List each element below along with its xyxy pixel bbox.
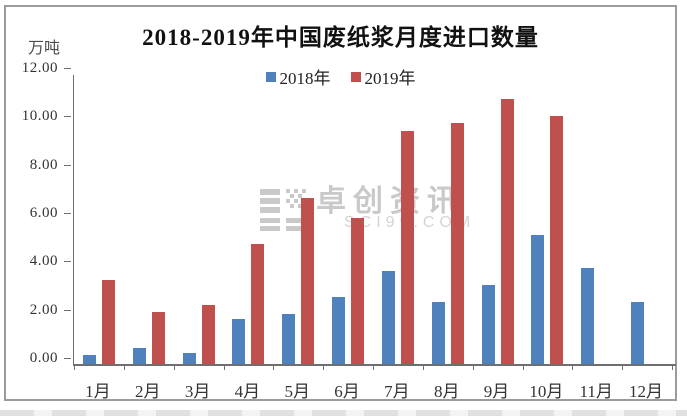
y-axis-tick bbox=[64, 164, 71, 166]
x-axis-label-5月: 5月 bbox=[284, 382, 310, 401]
bar-2018年-7月 bbox=[381, 270, 395, 365]
bar-group-5月 bbox=[273, 75, 323, 365]
y-axis-tick bbox=[64, 261, 71, 263]
bar-2019年-4月 bbox=[251, 244, 265, 365]
bar-group-1月 bbox=[74, 75, 124, 365]
x-axis-tick bbox=[622, 365, 624, 370]
y-axis-tick-label: 12.00 bbox=[21, 60, 58, 76]
x-axis-tick bbox=[123, 365, 125, 370]
bar-2018年-1月 bbox=[82, 355, 96, 365]
x-axis-tick bbox=[323, 365, 325, 370]
y-axis-tick-label: 4.00 bbox=[29, 253, 58, 270]
y-axis-tick-label: 0.00 bbox=[29, 350, 58, 366]
plot-area bbox=[73, 75, 676, 370]
x-axis-line bbox=[73, 364, 676, 366]
legend-swatch-icon bbox=[350, 71, 361, 82]
bar-2018年-5月 bbox=[282, 314, 296, 365]
y-axis-tick-label: 10.00 bbox=[21, 108, 58, 125]
y-axis-tick bbox=[64, 68, 71, 69]
bar-2019年-3月 bbox=[201, 304, 215, 365]
legend-swatch-icon bbox=[265, 71, 276, 82]
x-axis-label-9月: 9月 bbox=[483, 382, 510, 401]
bar-2019年-8月 bbox=[450, 123, 464, 365]
x-axis-tick bbox=[472, 365, 474, 370]
legend-item-2019年: 2019年 bbox=[350, 64, 416, 89]
y-axis-tick bbox=[64, 116, 71, 118]
x-axis-tick bbox=[422, 365, 424, 370]
chart-frame: 2018-2019年中国废纸浆月度进口数量 万吨 2018年 2019年 12.0… bbox=[4, 5, 677, 401]
x-axis-tick bbox=[672, 365, 673, 370]
legend-label: 2018年 bbox=[279, 69, 331, 88]
y-axis-tick-label: 6.00 bbox=[29, 205, 58, 221]
bar-2018年-12月 bbox=[631, 302, 645, 365]
x-axis-labels: 1月 2月 3月 4月 5月 6月 7月 8月 9月 10月 11月 12月 bbox=[73, 371, 671, 402]
x-axis-label-7月: 7月 bbox=[384, 382, 410, 401]
y-axis-tick-label: 8.00 bbox=[29, 156, 58, 173]
x-axis-tick bbox=[273, 365, 275, 370]
bar-group-6月 bbox=[323, 75, 373, 365]
bar-group-2月 bbox=[124, 75, 174, 365]
x-axis-tick bbox=[522, 365, 524, 370]
x-axis-tick bbox=[223, 365, 225, 370]
x-axis-tick bbox=[572, 365, 574, 370]
bar-2018年-8月 bbox=[431, 302, 445, 365]
x-axis-label-2月: 2月 bbox=[134, 382, 161, 401]
bar-2019年-7月 bbox=[400, 130, 414, 365]
bar-2018年-2月 bbox=[132, 348, 146, 365]
bar-2018年-4月 bbox=[232, 319, 246, 365]
x-axis-label-6月: 6月 bbox=[334, 382, 360, 401]
x-axis-label-12月: 12月 bbox=[629, 382, 664, 401]
bar-group-10月 bbox=[522, 75, 572, 365]
x-axis-label-8月: 8月 bbox=[433, 382, 460, 401]
page-bottom-strip bbox=[0, 410, 687, 416]
bar-2018年-6月 bbox=[332, 297, 346, 365]
bar-group-9月 bbox=[473, 75, 523, 365]
bar-2019年-10月 bbox=[550, 116, 564, 365]
bar-2019年-2月 bbox=[151, 311, 165, 365]
x-axis-tick bbox=[173, 365, 175, 370]
x-axis-label-4月: 4月 bbox=[234, 382, 261, 401]
bar-group-11月 bbox=[572, 75, 622, 365]
bar-2019年-1月 bbox=[101, 280, 115, 365]
y-axis-tick bbox=[64, 358, 71, 359]
legend-item-2018年: 2018年 bbox=[265, 64, 331, 89]
bar-2018年-9月 bbox=[481, 285, 495, 365]
bar-group-8月 bbox=[423, 75, 473, 365]
bar-2018年-3月 bbox=[182, 352, 196, 365]
bar-group-3月 bbox=[174, 75, 224, 365]
x-axis-label-11月: 11月 bbox=[579, 382, 613, 401]
bar-2018年-10月 bbox=[531, 234, 545, 365]
bars-row bbox=[74, 75, 672, 365]
bar-2019年-6月 bbox=[351, 217, 365, 365]
bar-2019年-9月 bbox=[500, 99, 514, 365]
legend: 2018年 2019年 bbox=[6, 64, 675, 89]
bar-2018年-11月 bbox=[581, 268, 595, 365]
x-axis-label-10月: 10月 bbox=[529, 382, 564, 401]
bar-group-4月 bbox=[223, 75, 273, 365]
x-axis-tick bbox=[373, 365, 374, 370]
y-axis-tick bbox=[64, 213, 71, 214]
bar-2019年-5月 bbox=[301, 198, 315, 365]
x-axis-label-1月: 1月 bbox=[85, 382, 111, 401]
chart-title: 2018-2019年中国废纸浆月度进口数量 bbox=[142, 25, 539, 50]
y-axis-unit-label: 万吨 bbox=[28, 40, 61, 57]
x-axis-label-3月: 3月 bbox=[184, 382, 211, 401]
legend-label: 2019年 bbox=[364, 69, 416, 88]
bar-group-7月 bbox=[373, 75, 423, 365]
y-axis-tick-label: 2.00 bbox=[29, 301, 58, 318]
y-axis-tick bbox=[64, 309, 71, 311]
x-axis-tick bbox=[74, 365, 75, 370]
bar-group-12月 bbox=[622, 75, 672, 365]
